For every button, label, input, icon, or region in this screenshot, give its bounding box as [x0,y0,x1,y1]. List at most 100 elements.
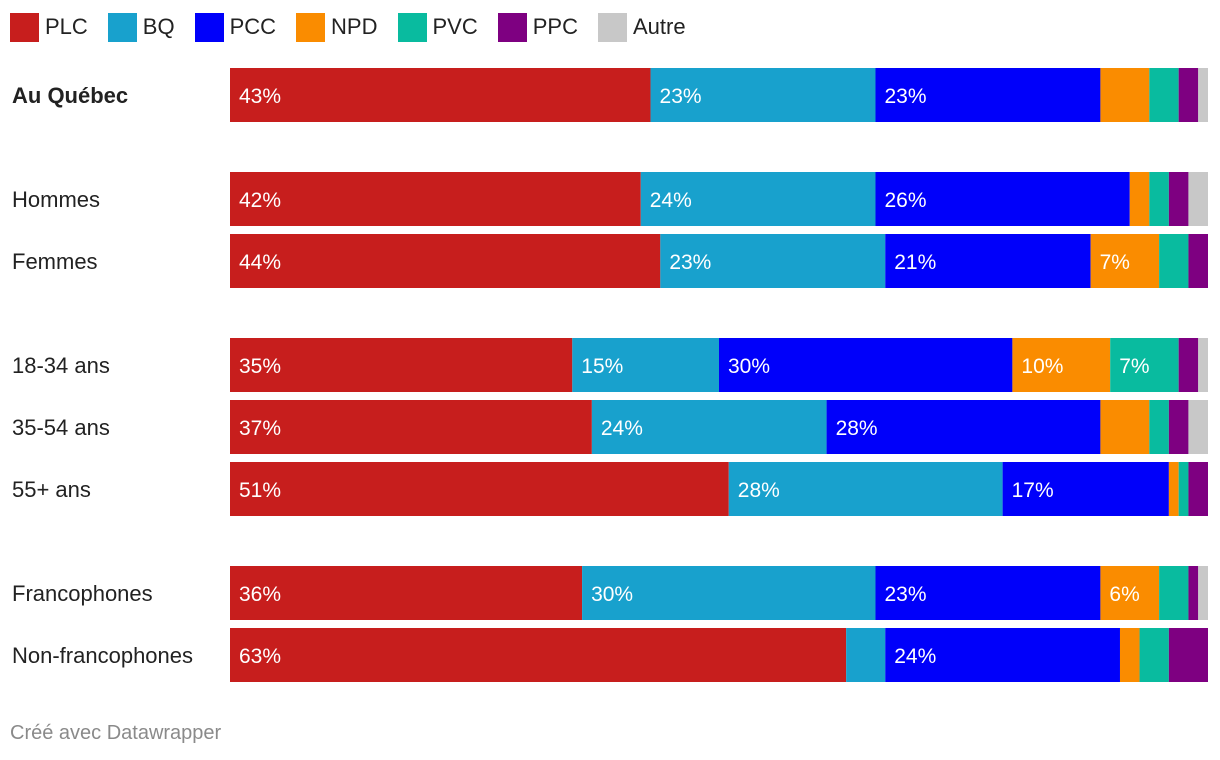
bar-segment-plc [230,234,661,288]
legend-item-ppc: PPC [497,12,578,42]
data-label: 6% [1109,583,1139,606]
legend-swatch [194,12,224,42]
bar-segment-pcc [826,400,1101,454]
legend-label: BQ [142,14,175,39]
legend-item-autre: Autre [598,12,686,42]
bar-segment-autre [1198,68,1208,122]
legend-swatch [497,12,527,42]
bar-segment-pcc [719,338,1013,392]
bar-segment-plc [230,566,583,620]
bar-segment-bq [660,234,886,288]
category-label: Au Québec [12,83,128,108]
bar-segment-npd [1090,234,1160,288]
legend-swatch [107,12,137,42]
bar-segment-pvc [1149,68,1179,122]
data-label: 43% [239,85,281,108]
legend-swatch [598,12,627,42]
bar-segment-bq [728,462,1003,516]
bar-segment-plc [230,462,729,516]
data-label: 23% [884,583,926,606]
bar-segment-pcc [885,628,1120,682]
bar-segment-plc [230,628,847,682]
bar-segment-bq [640,172,876,226]
bar-segment-pvc [1139,628,1169,682]
bar-segment-npd [1100,566,1160,620]
bar-segment-pcc [875,566,1101,620]
legend-item-plc: PLC [10,12,88,42]
data-label: 7% [1100,251,1130,274]
legend-label: Autre [633,14,686,39]
bar-segment-ppc [1188,234,1208,288]
data-label: 63% [239,645,281,668]
bar-segment-ppc [1168,628,1208,682]
bar-segment-npd [1012,338,1111,392]
bar-segment-pvc [1178,462,1189,516]
category-label: Femmes [12,249,98,274]
data-label: 24% [650,189,692,212]
footer-credit: Créé avec Datawrapper [10,722,222,744]
category-label: 55+ ans [12,477,91,502]
data-label: 30% [591,583,633,606]
bar-segment-autre [1188,400,1208,454]
data-label: 35% [239,355,281,378]
bar-segment-plc [230,338,573,392]
bar-segment-pvc [1149,400,1169,454]
bar-segment-npd [1129,172,1150,226]
bar-segment-bq [650,68,876,122]
data-label: 28% [738,479,780,502]
data-label: 51% [239,479,281,502]
legend-label: PVC [432,14,478,39]
legend-label: PLC [45,14,88,39]
data-label: 15% [581,355,623,378]
bar-row: Au Québec 43% 23% 23% [12,68,1208,122]
category-label: Non-francophones [12,643,193,668]
bar-segment-ppc [1188,462,1208,516]
bar-segment-pvc [1159,566,1189,620]
bar-segment-ppc [1178,338,1199,392]
bar-segment-bq [846,628,886,682]
bar-row: Femmes 44% 23% 21% 7% [12,234,1208,288]
bar-row: 35-54 ans 37% 24% 28% [12,400,1208,454]
bar-segment-plc [230,400,592,454]
category-label: Francophones [12,581,153,606]
data-label: 23% [884,85,926,108]
bar-segment-bq [582,566,876,620]
data-label: 23% [660,85,702,108]
bar-segment-ppc [1188,566,1199,620]
legend-item-pvc: PVC [397,12,478,42]
bar-segment-plc [230,172,641,226]
data-label: 23% [669,251,711,274]
bar-segment-npd [1100,400,1150,454]
bar-segment-ppc [1168,400,1189,454]
data-label: 37% [239,417,281,440]
category-label: 35-54 ans [12,415,110,440]
data-label: 7% [1119,355,1149,378]
bar-segment-pcc [885,234,1091,288]
bar-segment-autre [1198,566,1208,620]
bar-segment-pvc [1110,338,1179,392]
bar-segment-npd [1119,628,1140,682]
legend-item-bq: BQ [107,12,175,42]
legend-item-pcc: PCC [194,12,276,42]
bar-segment-autre [1188,172,1208,226]
category-label: 18-34 ans [12,353,110,378]
data-label: 30% [728,355,770,378]
data-label: 24% [601,417,643,440]
bar-row: 18-34 ans 35% 15% 30% 10% 7% [12,338,1208,392]
data-label: 17% [1012,479,1054,502]
data-label: 24% [894,645,936,668]
legend-label: NPD [331,14,378,39]
data-label: 44% [239,251,281,274]
bar-segment-npd [1100,68,1150,122]
bar-segment-plc [230,68,651,122]
bar-segment-npd [1168,462,1179,516]
bar-row: Hommes 42% 24% 26% [12,172,1208,226]
bar-segment-pcc [875,68,1101,122]
data-label: 42% [239,189,281,212]
data-label: 10% [1021,355,1063,378]
data-label: 28% [836,417,878,440]
stacked-bar-chart: Au Québec 43% 23% 23% Hommes 42% 24% 26% Femmes 4… [12,68,1208,682]
legend-item-npd: NPD [296,12,378,42]
bar-segment-bq [591,400,827,454]
bar-segment-pcc [1002,462,1169,516]
